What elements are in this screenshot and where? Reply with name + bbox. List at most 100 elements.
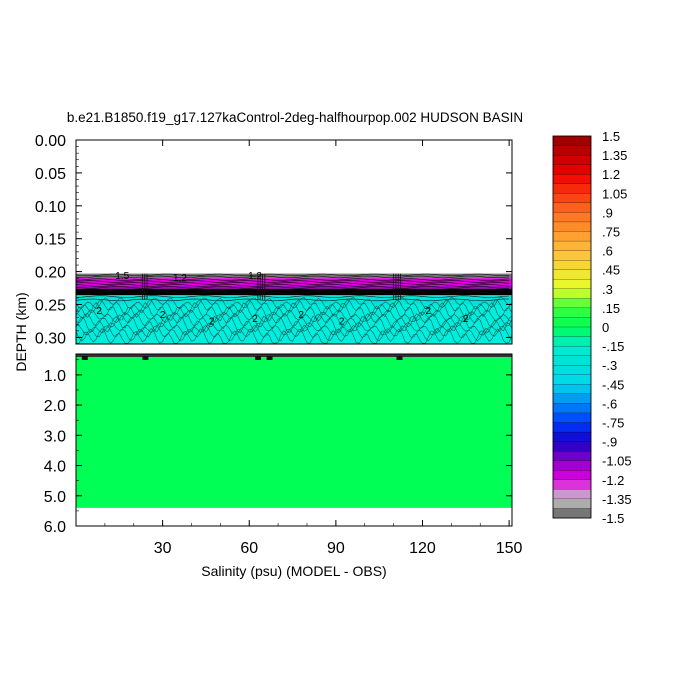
colorbar-label: -.15: [602, 339, 624, 354]
colorbar-swatch: [552, 145, 592, 156]
colorbar-swatch: [552, 298, 592, 309]
colorbar-label: -1.5: [602, 511, 624, 526]
contour-line: [75, 275, 510, 279]
colorbar-swatch: [552, 365, 592, 376]
upper-contour-labels: 1.5 1.2 1.2 2 2 2 2 2 2 2 2: [96, 271, 469, 327]
colorbar-swatch: [552, 393, 592, 404]
colorbar-swatch: [552, 202, 592, 213]
x-axis: 30 60 90 120 150: [104, 140, 523, 557]
upper-y-axis: 0.00 0.05 0.10 0.15 0.20 0.25 0.30: [35, 133, 512, 347]
contour-line: [75, 321, 513, 336]
colorbar-swatch: [552, 470, 592, 481]
colorbar-swatch: [552, 212, 592, 223]
contour-line: [75, 284, 510, 287]
colorbar-swatch: [552, 336, 592, 347]
x-axis-label: Salinity (psu) (MODEL - OBS): [201, 563, 386, 579]
y-tick-label: 3.0: [44, 428, 66, 445]
colorbar-label: 1.35: [602, 148, 627, 163]
contour-line: [75, 302, 513, 322]
y-tick-label: 0.25: [35, 298, 66, 315]
y-axis-label: DEPTH (km): [13, 292, 29, 371]
y-tick-label: 1.0: [44, 368, 66, 385]
colorbar-swatch: [552, 422, 592, 433]
colorbar-frame: [552, 135, 592, 519]
colorbar-label: 0: [602, 320, 609, 335]
contour-line: [75, 286, 510, 289]
contour-label: 1.2: [248, 271, 262, 282]
contour-line: [75, 291, 510, 294]
magenta-band: [76, 278, 512, 289]
colorbar-labels: 1.5 1.35 1.2 1.05 .9 .75 .6 .45 .3 .15 0 -.15 -.3 -.4…: [602, 129, 632, 526]
colorbar-label: .6: [602, 244, 613, 259]
contour-line: [396, 356, 403, 360]
contour-line: [75, 315, 513, 334]
upper-contour-lines: [75, 273, 513, 344]
colorbar-swatch: [552, 307, 592, 318]
colorbar-swatch: [552, 154, 592, 166]
colorbar-swatch: [552, 489, 592, 500]
cyan-light-field: [76, 295, 512, 305]
contour-label: 2: [209, 317, 215, 328]
colorbar-label: .45: [602, 263, 620, 278]
contour-line: [75, 273, 510, 277]
deep-green-field: [76, 354, 512, 508]
colorbar-swatch: [552, 384, 592, 395]
colorbar-swatch: [552, 183, 592, 194]
contour-label: 2: [463, 314, 469, 325]
colorbar-label: 1.05: [602, 186, 627, 201]
colorbar-swatch: [552, 431, 592, 443]
colorbar-swatch: [552, 317, 592, 328]
contour-line: [255, 356, 262, 360]
y-tick-label: 0.30: [35, 330, 66, 347]
y-tick-label: 6.0: [44, 519, 66, 536]
y-tick-label: 0.10: [35, 199, 66, 216]
colorbar-swatch: [552, 279, 592, 290]
lower-dark-strip: [76, 354, 512, 357]
colorbar-swatch: [552, 288, 592, 299]
colorbar-swatch: [552, 374, 592, 385]
contour-line: [75, 295, 510, 298]
contour-line: [75, 278, 510, 281]
colorbar-swatch: [552, 221, 592, 232]
contour-line: [142, 356, 149, 360]
colorbar-swatch: [552, 269, 592, 280]
contour-line: [75, 282, 510, 285]
y-tick-label: 4.0: [44, 459, 66, 476]
contour-line: [75, 296, 513, 310]
colorbar-label: .9: [602, 205, 613, 220]
contour-line: [75, 299, 513, 316]
x-tick-label: 60: [240, 540, 258, 557]
y-tick-label: 5.0: [44, 489, 66, 506]
contour-label: 2: [252, 314, 258, 325]
y-tick-label: 2.0: [44, 398, 66, 415]
colorbar-swatch: [552, 231, 592, 242]
colorbar-swatch: [552, 345, 592, 357]
contour-label: 1.5: [115, 271, 129, 282]
colorbar-label: .3: [602, 282, 613, 297]
colorbar-swatch: [552, 260, 592, 271]
x-tick-label: 120: [409, 540, 436, 557]
contour-line: [75, 312, 513, 328]
colorbar-swatch: [552, 479, 592, 490]
colorbar-swatch: [552, 355, 592, 366]
y-tick-label: 0.20: [35, 265, 66, 282]
contour-line: [75, 309, 513, 323]
lower-contour-lines: [81, 356, 403, 360]
colorbar-swatch: [552, 498, 592, 509]
colorbar-label: -.45: [602, 377, 624, 392]
contour-label: 2: [298, 310, 304, 321]
colorbar-swatch: [552, 164, 592, 175]
colorbar-swatch: [552, 240, 592, 252]
contour-label: 2: [96, 306, 102, 317]
violet-band: [76, 286, 512, 289]
y-tick-label: 0.05: [35, 166, 66, 183]
colorbar-swatch: [552, 441, 592, 452]
colorbar-swatch: [552, 451, 592, 462]
colorbar-swatch: [552, 135, 592, 146]
colorbar-label: -.3: [602, 358, 617, 373]
colorbar-label: -1.05: [602, 454, 632, 469]
colorbar-swatch: [552, 460, 592, 471]
contour-label: 2: [425, 306, 431, 317]
colorbar-swatch: [552, 326, 592, 337]
